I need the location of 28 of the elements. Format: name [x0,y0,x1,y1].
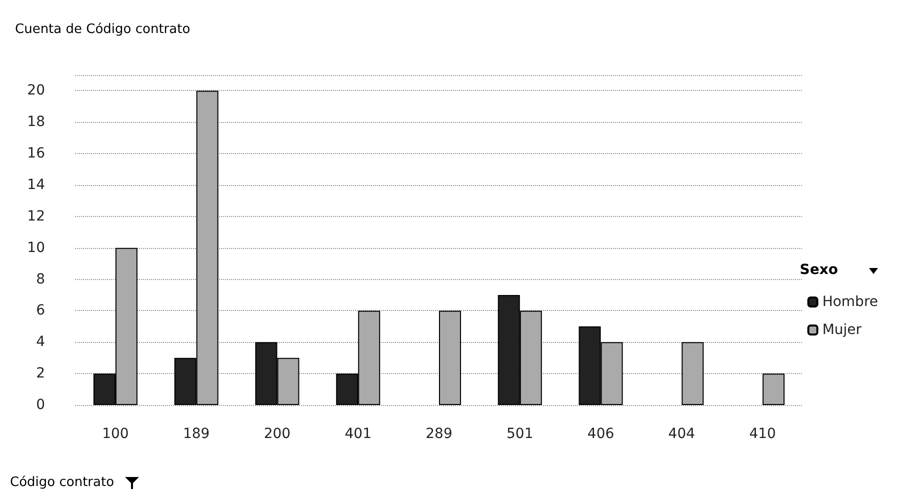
x-tick-label: 404 [668,426,696,442]
y-tick-label: 12 [27,208,45,224]
y-tick-label: 18 [27,114,45,130]
x-tick-label: 410 [749,426,776,442]
x-tick-label: 189 [182,426,210,442]
y-tick-label: 20 [27,82,45,99]
x-tick-label: 289 [426,426,452,442]
legend-label: Mujer [822,322,862,338]
y-tick-label: 6 [36,302,46,319]
y-tick-label: 14 [27,177,46,193]
y-tick-label: 4 [36,334,46,350]
bar [762,374,785,405]
x-tick-label: 100 [102,426,129,442]
legend-label: Hombre [822,294,878,310]
bar [682,342,704,405]
chart-title: Cuenta de Código contrato [15,22,190,37]
bar [439,310,461,405]
y-tick-label: 10 [27,240,45,256]
y-tick-label: 16 [27,146,46,162]
x-tick-label: 200 [264,426,291,442]
x-tick-label: 401 [344,426,372,442]
x-tick-label: 406 [587,426,614,442]
legend-title: Sexo [800,262,838,278]
y-tick-label: 2 [36,366,45,382]
x-tick-label: 501 [506,426,534,442]
y-tick-label: 8 [36,271,45,288]
x-axis-title: Código contrato [10,475,114,490]
y-tick-label: 0 [36,397,45,413]
